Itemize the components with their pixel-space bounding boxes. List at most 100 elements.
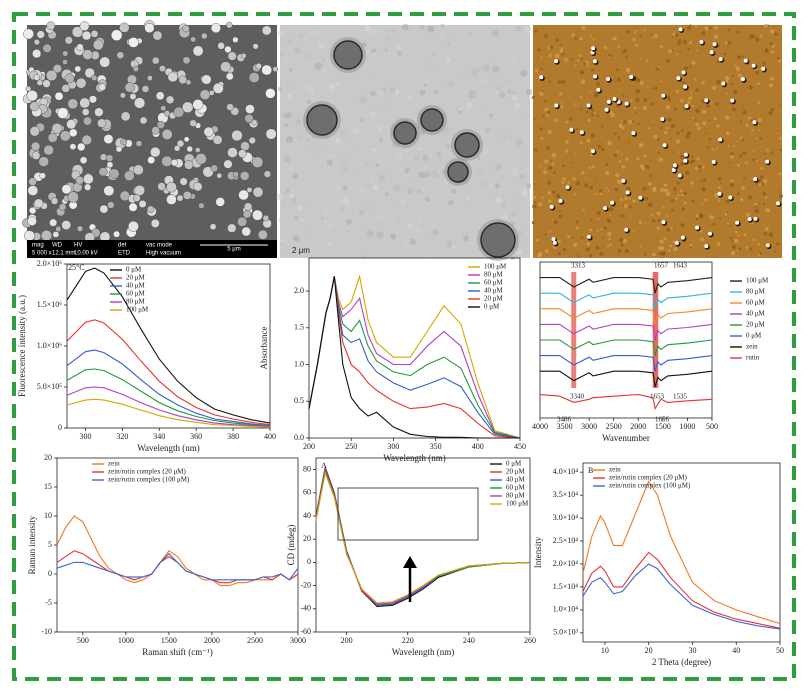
afm-texture [644, 164, 650, 169]
afm-texture [683, 66, 689, 71]
sem-particle [36, 30, 45, 39]
tem-noise [486, 181, 494, 188]
legend-label: 80 μM [506, 492, 526, 500]
afm-particle [761, 66, 766, 71]
sem-particle [32, 49, 42, 59]
afm-texture [632, 199, 636, 203]
tem-noise [433, 89, 440, 95]
afm-texture [648, 127, 652, 130]
afm-texture [651, 87, 654, 90]
afm-texture [534, 148, 538, 152]
sem-particle [255, 62, 262, 70]
afm-texture [553, 118, 558, 122]
afm-texture [534, 118, 536, 120]
sem-particle [190, 36, 196, 43]
sem-particle [69, 143, 77, 150]
tem-particle [420, 108, 444, 132]
sem-info-label: HV [74, 243, 82, 249]
afm-particle [699, 39, 704, 44]
sem-particle [261, 25, 272, 36]
afm-texture [567, 234, 571, 238]
afm-texture [660, 245, 665, 250]
x-tick-label: 1500 [161, 636, 177, 645]
sem-particle [26, 90, 38, 102]
afm-texture [596, 81, 601, 86]
afm-texture [735, 230, 738, 234]
tem-noise [468, 32, 473, 36]
tem-noise [342, 186, 348, 191]
afm-texture [638, 220, 643, 225]
tem-noise [451, 188, 457, 194]
afm-texture [579, 95, 583, 98]
afm-particle [579, 130, 584, 135]
afm-texture [579, 36, 583, 41]
tem-scale: 2 μm [292, 246, 310, 255]
afm-particle [711, 159, 716, 164]
afm-texture [737, 247, 742, 251]
tem-noise [291, 189, 295, 192]
afm-texture [761, 47, 763, 49]
afm-texture [681, 207, 686, 211]
afm-texture [647, 182, 652, 186]
sem-particle [74, 65, 82, 73]
afm-particle [629, 74, 634, 79]
afm-texture [551, 162, 555, 166]
y-tick-label: 1.0×10⁶ [37, 341, 63, 350]
series-line [66, 349, 271, 427]
afm-texture [778, 190, 781, 193]
afm-texture [683, 81, 686, 84]
tem-noise [489, 113, 493, 118]
afm-texture [764, 49, 769, 54]
afm-texture [580, 236, 583, 239]
y-tick-label: 3.5×10⁴ [553, 490, 579, 499]
x-tick-label: 300 [387, 442, 399, 451]
afm-particle [730, 98, 735, 103]
afm-texture [549, 45, 554, 50]
afm-texture [639, 80, 645, 85]
sem-particle [36, 79, 43, 86]
tem-noise [279, 238, 286, 244]
sem-particle [92, 39, 104, 51]
afm-texture [599, 251, 604, 256]
legend-label: 100 μM [506, 500, 529, 508]
tem-noise [407, 188, 413, 194]
annotation: 25°C [68, 263, 85, 272]
afm-texture [568, 117, 573, 121]
afm-texture [674, 192, 677, 195]
tem-noise [483, 64, 491, 72]
tem-noise [288, 67, 293, 72]
afm-texture [577, 59, 580, 62]
afm-texture [548, 80, 552, 84]
x-axis-label: Wavelength (nm) [392, 647, 455, 657]
afm-texture [616, 150, 619, 153]
afm-texture [774, 32, 778, 37]
tem-noise [419, 178, 423, 182]
afm-texture [595, 192, 598, 196]
afm-texture [695, 88, 699, 93]
afm-texture [635, 78, 641, 83]
afm-particle [612, 96, 617, 101]
afm-texture [559, 48, 564, 53]
afm-texture [713, 34, 719, 39]
tem-noise [479, 103, 484, 107]
sem-particle [105, 154, 114, 162]
series-line [315, 471, 531, 604]
afm-texture [725, 115, 730, 120]
afm-texture [697, 126, 701, 131]
afm-texture [562, 247, 566, 252]
series-line [540, 292, 713, 309]
micrographs: mag 5 000 xWD 12.1 mm HV 10.00 kV det ETD vac m… [22, 20, 784, 261]
tem-noise [417, 218, 421, 222]
x-tick-label: 240 [463, 636, 475, 645]
afm-texture [743, 177, 746, 180]
afm-texture [713, 25, 718, 30]
afm-texture [711, 148, 715, 151]
tem-noise [415, 226, 422, 233]
tem-noise [352, 143, 359, 151]
sem-particle [185, 79, 192, 86]
tem-noise [491, 29, 499, 37]
afm-texture [595, 245, 600, 250]
tem-noise [283, 155, 291, 163]
afm-texture [748, 85, 754, 90]
afm-particle [661, 220, 666, 225]
